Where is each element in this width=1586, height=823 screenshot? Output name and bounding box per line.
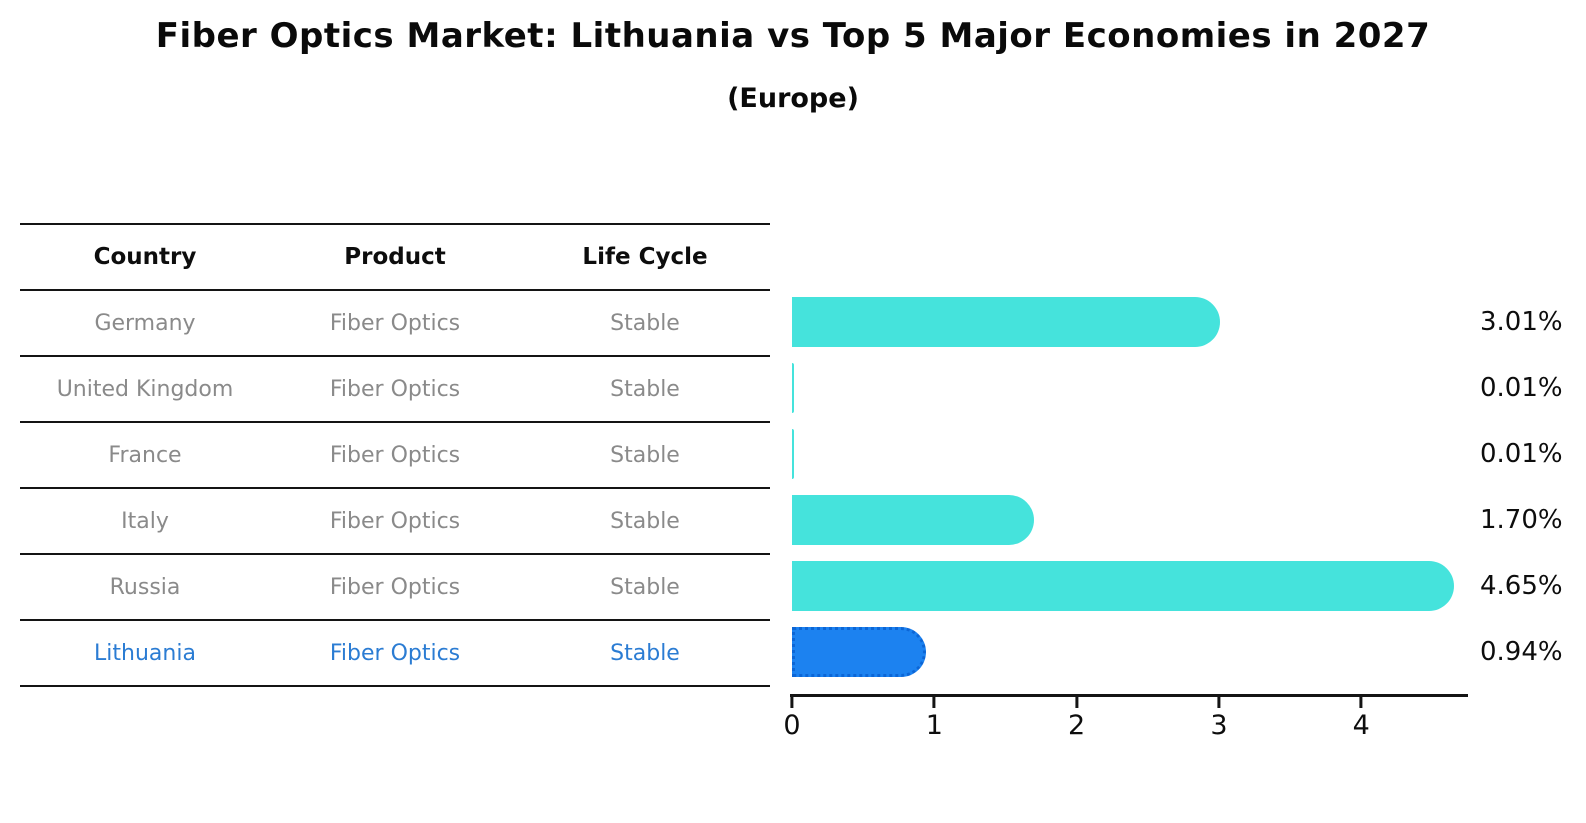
lifecycle-cell: Stable xyxy=(610,310,680,336)
value-label-united-kingdom: 0.01% xyxy=(1480,373,1563,403)
lifecycle-cell: Stable xyxy=(610,640,680,666)
table-row-russia: Russia Fiber Optics Stable xyxy=(20,555,770,621)
table-row-lithuania: Lithuania Fiber Optics Stable xyxy=(20,621,770,687)
country-table: Country Product Life Cycle Germany Fiber… xyxy=(20,223,770,687)
chart-title: Fiber Optics Market: Lithuania vs Top 5 … xyxy=(155,16,1431,56)
lifecycle-cell: Stable xyxy=(610,508,680,534)
bar-germany xyxy=(792,297,1221,347)
country-cell: Russia xyxy=(109,574,181,600)
product-cell: Fiber Optics xyxy=(329,508,461,534)
bar-row xyxy=(792,619,1468,685)
table-row-germany: Germany Fiber Optics Stable xyxy=(20,291,770,357)
bar-row xyxy=(792,289,1468,355)
value-label-france: 0.01% xyxy=(1480,439,1563,469)
header-life-cycle: Life Cycle xyxy=(582,244,708,270)
product-cell: Fiber Optics xyxy=(329,310,461,336)
x-tick-3: 3 xyxy=(1210,697,1228,741)
x-tick-label: 4 xyxy=(1352,710,1370,741)
value-label-russia: 4.65% xyxy=(1480,571,1563,601)
bar-united-kingdom xyxy=(792,363,794,413)
country-cell: United Kingdom xyxy=(56,376,234,402)
lifecycle-cell: Stable xyxy=(610,574,680,600)
country-cell: Germany xyxy=(94,310,196,336)
x-tick-label: 1 xyxy=(925,710,943,741)
bar-row xyxy=(792,553,1468,619)
tick-mark-icon xyxy=(1075,697,1079,708)
table-row-france: France Fiber Optics Stable xyxy=(20,423,770,489)
product-cell: Fiber Optics xyxy=(329,640,461,666)
tick-mark-icon xyxy=(932,697,936,708)
x-axis-ticks: 0 1 2 3 4 xyxy=(783,697,1468,757)
x-tick-2: 2 xyxy=(1068,697,1085,741)
value-labels: 3.01% 0.01% 0.01% 1.70% 4.65% 0.94% xyxy=(1480,289,1586,685)
bar-plot-area xyxy=(792,289,1468,685)
header-product: Product xyxy=(344,244,446,270)
table-row-italy: Italy Fiber Optics Stable xyxy=(20,489,770,555)
bar-row xyxy=(792,487,1468,553)
lifecycle-cell: Stable xyxy=(610,376,680,402)
tick-mark-icon xyxy=(790,697,794,708)
table-header-row: Country Product Life Cycle xyxy=(20,225,770,291)
product-cell: Fiber Optics xyxy=(329,376,461,402)
x-tick-label: 0 xyxy=(783,710,801,741)
x-tick-0: 0 xyxy=(783,697,801,741)
bar-row xyxy=(792,421,1468,487)
x-tick-label: 2 xyxy=(1068,710,1086,741)
bar-russia xyxy=(792,561,1454,611)
country-cell: Lithuania xyxy=(94,640,196,666)
product-cell: Fiber Optics xyxy=(329,442,461,468)
bar-france xyxy=(792,429,794,479)
country-cell: Italy xyxy=(121,508,169,534)
header-country: Country xyxy=(93,244,197,270)
tick-mark-icon xyxy=(1217,697,1221,708)
x-tick-1: 1 xyxy=(926,697,943,741)
country-cell: France xyxy=(108,442,182,468)
product-cell: Fiber Optics xyxy=(329,574,461,600)
lifecycle-cell: Stable xyxy=(610,442,680,468)
chart-subtitle: (Europe) xyxy=(727,83,859,114)
x-axis-line xyxy=(790,694,1468,697)
x-tick-4: 4 xyxy=(1353,697,1370,741)
x-tick-label: 3 xyxy=(1210,710,1228,741)
bar-lithuania xyxy=(792,627,926,677)
value-label-germany: 3.01% xyxy=(1480,307,1563,337)
table-row-united-kingdom: United Kingdom Fiber Optics Stable xyxy=(20,357,770,423)
value-label-italy: 1.70% xyxy=(1480,505,1563,535)
value-label-lithuania: 0.94% xyxy=(1480,637,1563,667)
tick-mark-icon xyxy=(1359,697,1363,708)
bar-italy xyxy=(792,495,1034,545)
bar-row xyxy=(792,355,1468,421)
